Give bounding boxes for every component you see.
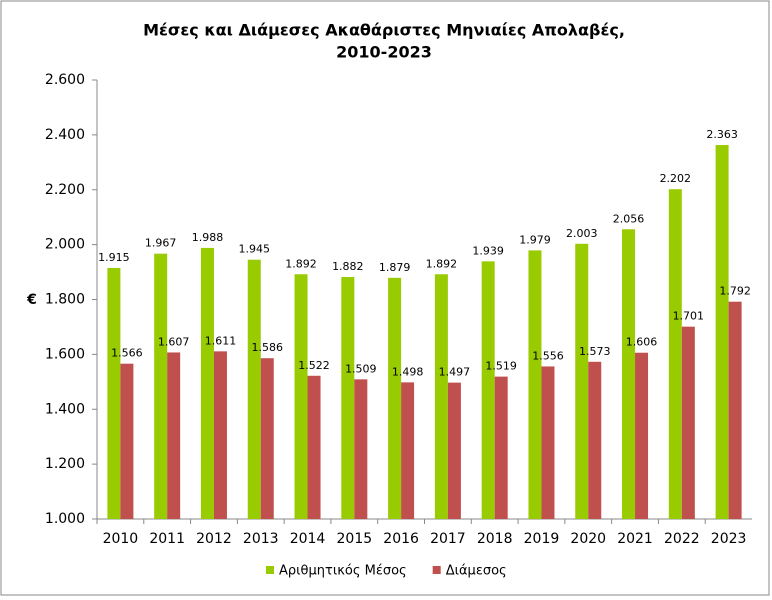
y-tick-label: 2.400: [45, 127, 85, 143]
chart-title: 2010-2023: [336, 43, 432, 62]
bar: [213, 351, 227, 519]
bar: [294, 274, 308, 519]
bar: [388, 277, 402, 519]
legend-swatch: [432, 566, 441, 574]
value-label: 1.519: [485, 360, 517, 373]
bar: [528, 250, 542, 519]
value-label: 1.606: [626, 336, 658, 349]
value-label: 1.522: [298, 359, 330, 372]
value-label: 1.979: [519, 233, 551, 246]
y-tick-label: 1.200: [45, 456, 85, 472]
x-tick-label: 2023: [711, 531, 747, 547]
value-label: 2.202: [660, 172, 692, 185]
bar: [575, 243, 589, 519]
value-label: 1.509: [345, 362, 377, 375]
y-tick-label: 2.600: [45, 72, 85, 88]
y-tick-label: 1.000: [45, 511, 85, 527]
legend-swatch: [266, 566, 274, 574]
chart-title: Μέσες και Διάμεσες Ακαθάριστες Μηνιαίες …: [143, 21, 625, 40]
value-label: 1.586: [252, 341, 284, 354]
bar: [728, 301, 742, 519]
x-tick-label: 2018: [477, 531, 513, 547]
bar: [541, 366, 555, 519]
value-label: 1.556: [532, 349, 564, 362]
x-tick-label: 2021: [617, 531, 653, 547]
x-tick-label: 2016: [383, 531, 419, 547]
x-tick-label: 2017: [430, 531, 466, 547]
value-label: 1.945: [239, 243, 271, 256]
value-label: 1.882: [332, 260, 364, 273]
legend-label: Διάμεσος: [446, 564, 507, 579]
x-tick-label: 2015: [337, 531, 373, 547]
value-label: 1.939: [472, 244, 504, 257]
y-tick-label: 1.600: [45, 346, 85, 362]
value-label: 1.498: [392, 365, 424, 378]
value-label: 1.879: [379, 261, 411, 274]
bar: [260, 358, 274, 519]
bar: [354, 379, 368, 519]
bar: [635, 352, 649, 519]
bar: [200, 247, 214, 520]
bar: [120, 363, 134, 519]
x-tick-label: 2013: [243, 531, 279, 547]
bar: [622, 229, 636, 519]
value-label: 2.003: [566, 227, 598, 240]
value-label: 1.915: [98, 251, 130, 264]
bar: [494, 376, 508, 519]
x-tick-label: 2020: [570, 531, 606, 547]
bar: [681, 326, 695, 519]
value-label: 1.892: [285, 257, 317, 270]
bar: [247, 259, 261, 519]
y-tick-label: 1.400: [45, 401, 85, 417]
x-tick-label: 2022: [664, 531, 700, 547]
value-label: 1.967: [145, 237, 177, 250]
bar: [447, 382, 461, 519]
value-label: 2.056: [613, 212, 645, 225]
y-tick-label: 2.200: [45, 182, 85, 198]
bar: [341, 277, 355, 519]
bar: [167, 352, 181, 519]
y-axis-label: €: [26, 292, 37, 308]
y-tick-label: 1.800: [45, 292, 85, 308]
value-label: 1.892: [426, 257, 458, 270]
x-tick-label: 2019: [524, 531, 560, 547]
bar: [668, 189, 682, 520]
y-tick-label: 2.000: [45, 237, 85, 253]
value-label: 1.573: [579, 345, 611, 358]
x-tick-label: 2014: [290, 531, 326, 547]
value-label: 2.363: [706, 128, 738, 141]
value-label: 1.988: [192, 231, 224, 244]
bar: [154, 253, 168, 519]
bar: [588, 361, 602, 519]
value-label: 1.497: [439, 366, 471, 379]
bar: [715, 145, 729, 520]
x-tick-label: 2010: [103, 531, 139, 547]
value-label: 1.566: [111, 347, 143, 360]
legend-label: Αριθμητικός Μέσος: [279, 564, 407, 579]
value-label: 1.792: [719, 285, 751, 298]
value-label: 1.607: [158, 335, 190, 348]
bar: [481, 261, 495, 519]
x-tick-label: 2012: [196, 531, 232, 547]
value-label: 1.611: [205, 334, 237, 347]
bar: [107, 267, 121, 519]
value-label: 1.701: [673, 310, 705, 323]
x-tick-label: 2011: [149, 531, 185, 547]
bar: [434, 274, 448, 519]
bar: [307, 375, 321, 519]
bar: [401, 382, 415, 519]
